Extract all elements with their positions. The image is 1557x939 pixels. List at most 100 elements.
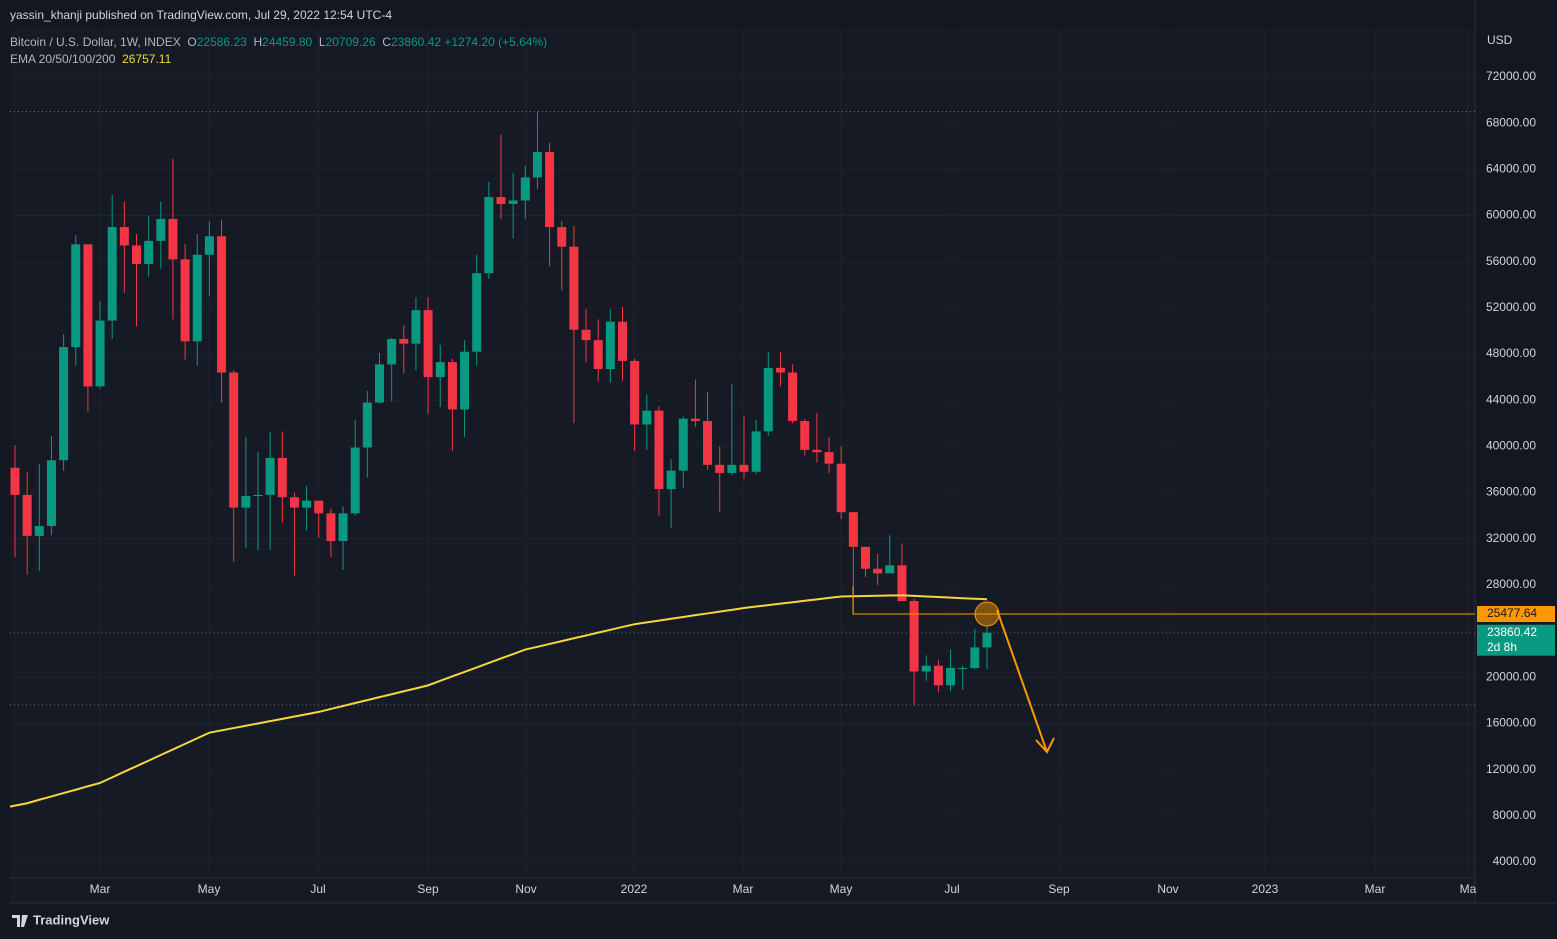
candle-body [727, 464, 737, 473]
candle-body [885, 565, 895, 574]
candle-body [739, 464, 749, 472]
y-tick-label: 68000.00 [1486, 115, 1536, 129]
x-tick-label: Jul [944, 882, 959, 896]
x-tick-label: Mar [1365, 882, 1386, 896]
open-value: 22586.23 [196, 35, 247, 49]
candle-body [265, 457, 275, 495]
candle-body [46, 460, 56, 527]
candle-body [204, 236, 214, 255]
candle-body [326, 513, 336, 542]
x-tick-label: Sep [417, 882, 439, 896]
high-value: 24459.80 [262, 35, 313, 49]
candle-body [168, 218, 178, 260]
candle-body [970, 647, 980, 669]
candle-body [557, 227, 567, 247]
candle-body [775, 367, 785, 373]
candle-body [848, 512, 858, 547]
candle-body [909, 601, 919, 672]
candle-body [812, 449, 822, 453]
candle-body [703, 420, 713, 465]
y-tick-label: 12000.00 [1486, 762, 1536, 776]
y-tick-label: 52000.00 [1486, 300, 1536, 314]
candle-body [897, 565, 907, 602]
x-tick-label: 2022 [621, 882, 648, 896]
candle-body [520, 177, 530, 201]
y-tick-label: 56000.00 [1486, 254, 1536, 268]
annotation-arrow [996, 609, 1055, 754]
candle-body [642, 410, 652, 425]
candle-body [59, 347, 69, 461]
y-tick-label: 36000.00 [1486, 485, 1536, 499]
candle-body [496, 197, 506, 204]
x-tick-label: Sep [1048, 882, 1070, 896]
candle-body [581, 329, 591, 341]
published: yassin_khanji published on TradingView.c… [10, 8, 393, 22]
candle-body [180, 259, 190, 342]
brand-logo [12, 915, 28, 927]
candle-body [460, 351, 470, 410]
candle-body [690, 418, 700, 421]
candle-body [289, 497, 299, 508]
y-tick-label: 40000.00 [1486, 439, 1536, 453]
candle-body [338, 513, 348, 542]
candle-body [654, 410, 664, 490]
candle-body [95, 320, 105, 387]
candle-body [423, 310, 433, 378]
x-tick-label: 2023 [1252, 882, 1279, 896]
ema-line [9, 594, 988, 808]
symbol-title: Bitcoin / U.S. Dollar, 1W, INDEX [10, 35, 181, 49]
close-value: 23860.42 [390, 35, 442, 49]
candle-body [411, 310, 421, 344]
y-tick-label: 20000.00 [1486, 669, 1536, 683]
candle-body [472, 273, 482, 352]
low-value: 20709.26 [325, 35, 376, 49]
candle-body [545, 151, 555, 228]
y-tick-label: 64000.00 [1486, 161, 1536, 175]
grid [10, 28, 1475, 878]
candle-body [22, 494, 32, 536]
x-tick-label: Mar [733, 882, 754, 896]
candle-body [933, 665, 943, 686]
candle-body [71, 244, 81, 348]
y-tick-label: 32000.00 [1486, 531, 1536, 545]
x-tick-label: May [198, 882, 221, 896]
candle-body [132, 245, 141, 264]
candle-body [678, 418, 688, 471]
candle-body [618, 321, 627, 361]
candle-body [788, 372, 798, 421]
candle-body [873, 568, 883, 574]
candle-body [946, 668, 956, 686]
candle-body [107, 227, 117, 321]
candle-body [508, 200, 518, 204]
y-tick-label: 16000.00 [1486, 716, 1536, 730]
y-tick-label: 8000.00 [1493, 808, 1537, 822]
candle-body [144, 240, 154, 264]
key: H [253, 35, 263, 49]
candle-body [10, 467, 20, 495]
ema-legend: EMA 20/50/100/200 26757.11 [10, 52, 171, 66]
candle-body [435, 362, 445, 378]
candle-body [217, 236, 227, 373]
key: O [187, 35, 197, 49]
x-tick-label: Mar [90, 882, 111, 896]
candle-body [921, 665, 931, 672]
change: +1274.20 (+5.64%) [444, 35, 548, 49]
y-tick-label: 4000.00 [1493, 854, 1537, 868]
candle-body [751, 431, 761, 472]
candle-body [156, 218, 166, 241]
candle-body [302, 500, 312, 508]
candle-body [836, 463, 846, 513]
candle-body [314, 500, 324, 514]
x-tick-label: Jul [310, 882, 325, 896]
candle-body [484, 197, 494, 274]
candle-body [605, 321, 615, 370]
y-tick-label: 60000.00 [1486, 208, 1536, 222]
candle-body [532, 151, 542, 178]
candle-body [593, 340, 603, 370]
x-tick-label: May [830, 882, 853, 896]
annotation-circle [974, 601, 1000, 627]
candle-body [824, 452, 834, 464]
candle-body [241, 496, 251, 508]
